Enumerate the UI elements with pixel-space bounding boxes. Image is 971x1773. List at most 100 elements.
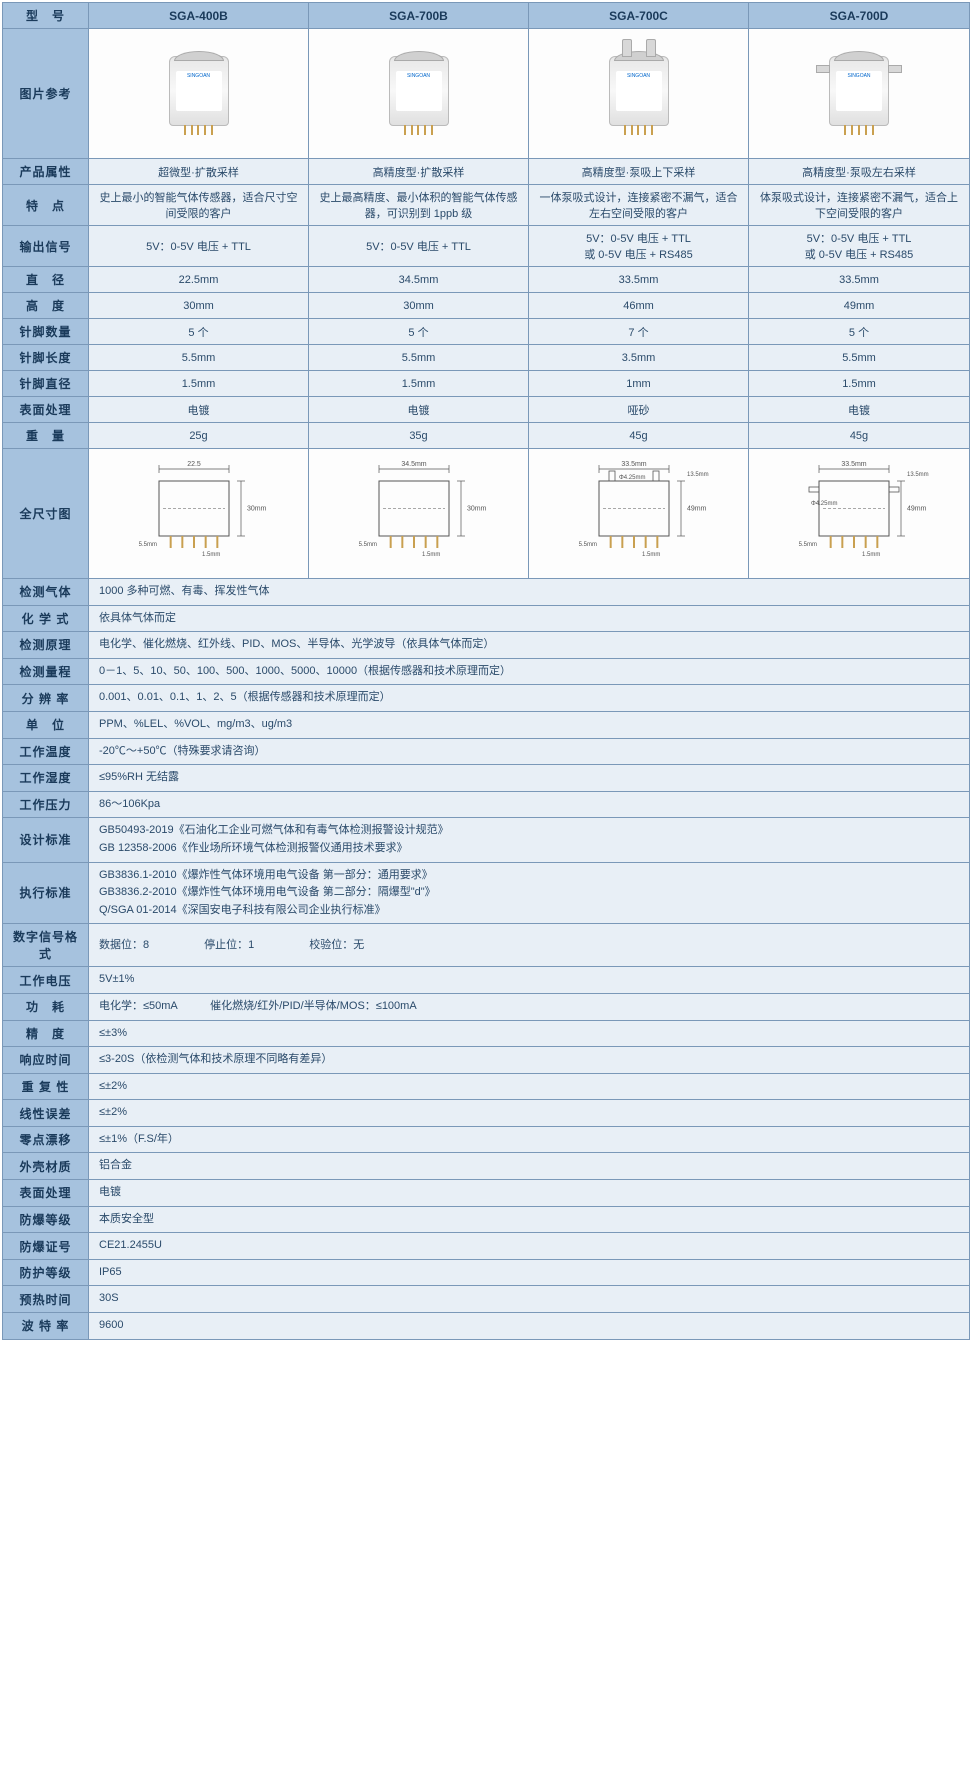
- cell-1-1: 史上最高精度、最小体积的智能气体传感器，可识别到 1ppb 级: [320, 192, 518, 220]
- svg-text:33.5mm: 33.5mm: [621, 461, 646, 468]
- model-name-2: SGA-700C: [609, 9, 668, 23]
- span-label-24: 预热时间: [19, 1293, 71, 1307]
- span-label-2: 检测原理: [19, 638, 71, 652]
- span-value-20: 电镀: [99, 1186, 121, 1198]
- cell-9-1: 35g: [409, 430, 427, 442]
- span-label-9: 设计标准: [19, 833, 71, 847]
- cell-5-3: 5 个: [849, 327, 869, 339]
- cell-6-1: 5.5mm: [402, 352, 436, 364]
- span-label-5: 单 位: [26, 718, 65, 732]
- span-value-25: 9600: [99, 1319, 123, 1331]
- cell-4-1: 30mm: [403, 300, 434, 312]
- span-label-17: 线性误差: [19, 1107, 71, 1121]
- span-label-14: 精 度: [26, 1027, 65, 1041]
- cell-9-2: 45g: [629, 430, 647, 442]
- cell-1-0: 史上最小的智能气体传感器，适合尺寸空间受限的客户: [100, 192, 298, 220]
- span-value-11: 数据位：8 停止位：1 校验位：无: [99, 939, 364, 951]
- span-value-12: 5V±1%: [99, 973, 134, 985]
- span-value-23: IP65: [99, 1266, 122, 1278]
- span-value-17: ≤±2%: [99, 1106, 127, 1118]
- cell-5-0: 5 个: [188, 327, 208, 339]
- svg-text:1.5mm: 1.5mm: [202, 552, 220, 558]
- cell-9-3: 45g: [850, 430, 868, 442]
- dimension-cell-2: 33.5mm49mmΦ4.25mm13.5mm5.5mm1.5mm: [529, 449, 749, 579]
- image-row-label: 图片参考: [19, 87, 71, 101]
- cell-4-2: 46mm: [623, 300, 654, 312]
- sensor-image-none: SINGOAN: [389, 56, 449, 126]
- span-label-19: 外壳材质: [19, 1160, 71, 1174]
- svg-text:1.5mm: 1.5mm: [642, 552, 660, 558]
- span-label-7: 工作湿度: [19, 771, 71, 785]
- row-label-0: 产品属性: [19, 165, 71, 179]
- span-value-8: 86～106Kpa: [99, 798, 160, 810]
- cell-3-0: 22.5mm: [179, 274, 219, 286]
- dimension-cell-0: 22.530mm5.5mm1.5mm: [89, 449, 309, 579]
- row-label-6: 针脚长度: [19, 351, 71, 365]
- svg-text:5.5mm: 5.5mm: [799, 542, 817, 548]
- span-value-22: CE21.2455U: [99, 1239, 162, 1251]
- svg-text:22.5: 22.5: [187, 461, 201, 468]
- span-value-2: 电化学、催化燃烧、红外线、PID、MOS、半导体、光学波导（依具体气体而定）: [99, 638, 494, 650]
- span-label-23: 防护等级: [19, 1266, 71, 1280]
- row-label-3: 直 径: [26, 273, 65, 287]
- cell-7-1: 1.5mm: [402, 378, 436, 390]
- span-label-4: 分 辨 率: [22, 692, 70, 706]
- span-label-11: 数字信号格式: [13, 930, 78, 961]
- svg-text:30mm: 30mm: [467, 506, 487, 513]
- dimension-diagram-3: 33.5mm49mmΦ4.25mm13.5mm5.5mm1.5mm: [769, 456, 949, 566]
- model-header-label: 型 号: [26, 9, 65, 23]
- span-label-3: 检测量程: [19, 665, 71, 679]
- svg-text:33.5mm: 33.5mm: [841, 461, 866, 468]
- dimension-cell-3: 33.5mm49mmΦ4.25mm13.5mm5.5mm1.5mm: [749, 449, 970, 579]
- row-label-8: 表面处理: [19, 403, 71, 417]
- svg-text:Φ4.25mm: Φ4.25mm: [619, 475, 645, 481]
- cell-4-0: 30mm: [183, 300, 214, 312]
- cell-3-2: 33.5mm: [619, 274, 659, 286]
- span-label-10: 执行标准: [19, 886, 71, 900]
- cell-7-0: 1.5mm: [182, 378, 216, 390]
- span-label-0: 检测气体: [19, 585, 71, 599]
- row-label-2: 输出信号: [19, 240, 71, 254]
- cell-0-0: 超微型·扩散采样: [158, 167, 239, 179]
- svg-text:Φ4.25mm: Φ4.25mm: [811, 501, 837, 507]
- row-label-4: 高 度: [26, 299, 65, 313]
- row-label-5: 针脚数量: [19, 325, 71, 339]
- dimension-diagram-0: 22.530mm5.5mm1.5mm: [109, 456, 289, 566]
- span-value-0: 1000 多种可燃、有毒、挥发性气体: [99, 585, 270, 597]
- dimension-cell-1: 34.5mm30mm5.5mm1.5mm: [309, 449, 529, 579]
- cell-6-0: 5.5mm: [182, 352, 216, 364]
- span-label-16: 重 复 性: [22, 1080, 70, 1094]
- image-cell-1: SINGOAN: [309, 29, 529, 159]
- svg-text:5.5mm: 5.5mm: [358, 542, 376, 548]
- span-label-20: 表面处理: [19, 1186, 71, 1200]
- span-value-4: 0.001、0.01、0.1、1、2、5（根据传感器和技术原理而定）: [99, 691, 391, 703]
- svg-text:5.5mm: 5.5mm: [138, 542, 156, 548]
- cell-8-2: 哑砂: [628, 405, 650, 417]
- span-label-21: 防爆等级: [19, 1213, 71, 1227]
- span-label-25: 波 特 率: [22, 1319, 70, 1333]
- cell-6-3: 5.5mm: [842, 352, 876, 364]
- dimension-diagram-2: 33.5mm49mmΦ4.25mm13.5mm5.5mm1.5mm: [549, 456, 729, 566]
- cell-2-0: 5V：0-5V 电压 + TTL: [146, 241, 251, 253]
- cell-0-3: 高精度型·泵吸左右采样: [802, 167, 916, 179]
- image-cell-3: SINGOAN: [749, 29, 970, 159]
- cell-8-0: 电镀: [188, 405, 210, 417]
- span-label-12: 工作电压: [19, 974, 71, 988]
- span-label-22: 防爆证号: [19, 1240, 71, 1254]
- svg-text:49mm: 49mm: [687, 506, 707, 513]
- sensor-image-side: SINGOAN: [829, 56, 889, 126]
- cell-8-3: 电镀: [848, 405, 870, 417]
- span-value-7: ≤95%RH 无结露: [99, 771, 179, 783]
- span-value-5: PPM、%LEL、%VOL、mg/m3、ug/m3: [99, 718, 292, 730]
- svg-text:5.5mm: 5.5mm: [578, 542, 596, 548]
- span-value-10: GB3836.1-2010《爆炸性气体环境用电气设备 第一部分：通用要求》 GB…: [99, 869, 436, 916]
- dimension-row-label: 全尺寸图: [19, 507, 71, 521]
- cell-9-0: 25g: [189, 430, 207, 442]
- cell-0-2: 高精度型·泵吸上下采样: [582, 167, 696, 179]
- image-cell-0: SINGOAN: [89, 29, 309, 159]
- span-label-13: 功 耗: [26, 1000, 65, 1014]
- cell-3-3: 33.5mm: [839, 274, 879, 286]
- span-value-6: -20℃～+50℃（特殊要求请咨询）: [99, 745, 266, 757]
- cell-5-2: 7 个: [628, 327, 648, 339]
- span-value-16: ≤±2%: [99, 1080, 127, 1092]
